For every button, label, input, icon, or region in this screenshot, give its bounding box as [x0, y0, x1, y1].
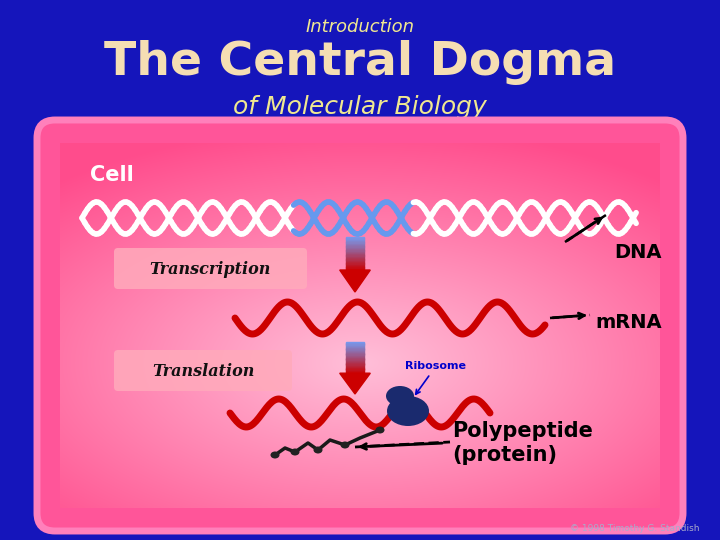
Ellipse shape [290, 449, 300, 456]
Bar [346, 252, 364, 253]
Bar [346, 367, 364, 368]
Bar [346, 361, 364, 362]
FancyBboxPatch shape [114, 248, 307, 289]
Bar [346, 356, 364, 357]
Bar [346, 254, 364, 256]
Bar [346, 352, 364, 354]
Bar [346, 237, 364, 239]
Bar [346, 241, 364, 242]
Bar [346, 258, 364, 260]
Bar [346, 362, 364, 363]
Bar [346, 265, 364, 266]
Bar [346, 366, 364, 367]
Bar [346, 266, 364, 268]
Bar [346, 262, 364, 264]
Bar [346, 246, 364, 248]
Bar [346, 372, 364, 374]
Text: DNA: DNA [614, 244, 662, 262]
Bar [346, 264, 364, 265]
Bar [346, 345, 364, 346]
Text: The Central Dogma: The Central Dogma [104, 40, 616, 85]
Bar [346, 370, 364, 372]
Text: mRNA: mRNA [595, 314, 662, 333]
Bar [346, 349, 364, 351]
Bar [346, 269, 364, 271]
Bar [346, 360, 364, 361]
Text: Ribosome: Ribosome [405, 361, 467, 394]
Bar [346, 347, 364, 348]
Bar [346, 259, 364, 261]
Ellipse shape [341, 442, 349, 449]
Bar [346, 348, 364, 350]
Text: Cell: Cell [90, 165, 134, 185]
Ellipse shape [386, 386, 414, 406]
Text: Translation: Translation [152, 362, 254, 380]
Bar [346, 353, 364, 355]
Ellipse shape [313, 447, 323, 454]
Bar [346, 358, 364, 360]
FancyBboxPatch shape [114, 350, 292, 391]
Bar [346, 346, 364, 347]
Bar [346, 253, 364, 254]
Bar [346, 364, 364, 366]
Bar [346, 267, 364, 269]
Bar [346, 250, 364, 252]
Bar [346, 343, 364, 345]
Bar [346, 244, 364, 245]
Text: Transcription: Transcription [149, 260, 271, 278]
Ellipse shape [387, 396, 429, 426]
Polygon shape [340, 270, 370, 292]
Bar [346, 342, 364, 343]
Polygon shape [340, 373, 370, 394]
Bar [346, 363, 364, 364]
Bar [346, 240, 364, 241]
Bar [346, 368, 364, 370]
Bar [346, 247, 364, 249]
Text: Polypeptide
(protein): Polypeptide (protein) [452, 421, 593, 464]
Bar [346, 242, 364, 244]
Bar [346, 245, 364, 247]
Bar [346, 354, 364, 356]
Bar [346, 351, 364, 352]
Bar [346, 238, 364, 240]
Text: of Molecular Biology: of Molecular Biology [233, 95, 487, 119]
Bar [346, 357, 364, 359]
Bar [346, 257, 364, 259]
FancyBboxPatch shape [37, 120, 683, 531]
Bar [346, 255, 364, 257]
Text: Introduction: Introduction [305, 18, 415, 36]
Ellipse shape [376, 427, 384, 434]
Bar [346, 249, 364, 251]
Ellipse shape [271, 451, 279, 458]
Text: © 1998 Timothy G. Standish: © 1998 Timothy G. Standish [570, 524, 700, 533]
Bar [346, 261, 364, 262]
Bar [346, 369, 364, 371]
